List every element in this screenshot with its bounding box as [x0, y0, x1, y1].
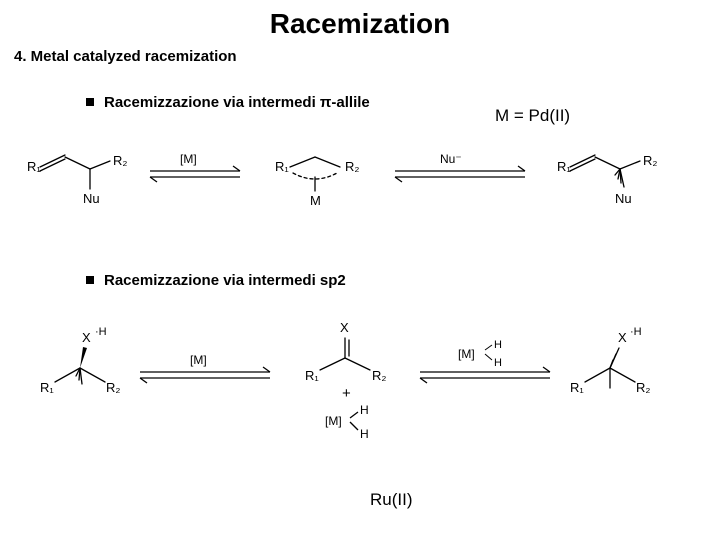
r2-label-c: R₂	[643, 153, 657, 168]
h-label-2f: ·H	[630, 326, 642, 338]
h-label-2a: ·H	[95, 326, 107, 338]
ru-label: Ru(II)	[370, 490, 413, 510]
m-over-arrow-2a: [M]	[190, 353, 207, 367]
r1-label-2c: R₁	[570, 380, 584, 395]
plus-label: +	[342, 385, 351, 402]
r1-label-c: R₁	[557, 159, 571, 174]
r2-label-2b: R₂	[372, 368, 386, 383]
bullet-pi-allyl: Racemizzazione via intermedi π-allile	[86, 94, 370, 111]
r1-label-2a: R₁	[40, 380, 54, 395]
bullet-sp2: Racemizzazione via intermedi sp2	[86, 272, 346, 289]
nu-label-a: Nu	[83, 191, 100, 206]
m-label-b: M	[310, 193, 321, 208]
reaction-scheme-2: R₁ R₂ X ·H [M] X R₁ R₂ + [M] H H [M] H	[40, 310, 680, 460]
h-label-2c: H	[360, 403, 369, 417]
r2-label-a: R₂	[113, 153, 127, 168]
h-over-arrow-2: H	[494, 339, 502, 351]
bullet-square-icon	[86, 98, 94, 106]
r2-label-b: R₂	[345, 159, 359, 174]
r2-label-2c: R₂	[636, 380, 650, 395]
x-label-2c: X	[618, 330, 627, 345]
section-subtitle: 4. Metal catalyzed racemization	[14, 48, 237, 65]
r1-label-2b: R₁	[305, 368, 319, 383]
h-label-2d: H	[360, 427, 369, 441]
r2-label-2a: R₂	[106, 380, 120, 395]
x-label-2a: X	[82, 330, 91, 345]
r1-label-b: R₁	[275, 159, 289, 174]
m-h-label: [M]	[325, 414, 342, 428]
bullet1-label: Racemizzazione via intermedi π-allile	[104, 94, 370, 111]
nu-label-c: Nu	[615, 191, 632, 206]
h-over-arrow-2b: H	[494, 357, 502, 369]
page-title: Racemization	[0, 8, 720, 40]
m-over-arrow-1: [M]	[180, 152, 197, 166]
r1-label-a: R₁	[27, 159, 41, 174]
x-label-2b: X	[340, 320, 349, 335]
bullet-square-icon	[86, 276, 94, 284]
m-over-arrow-2b: [M]	[458, 347, 475, 361]
bullet2-label: Racemizzazione via intermedi sp2	[104, 272, 346, 289]
reaction-scheme-1: R₁ R₂ Nu [M] R₁ R₂ M Nu⁻ R₁	[15, 145, 705, 220]
m-equals-label: M = Pd(II)	[495, 106, 570, 126]
nu-minus-label: Nu⁻	[440, 152, 462, 166]
